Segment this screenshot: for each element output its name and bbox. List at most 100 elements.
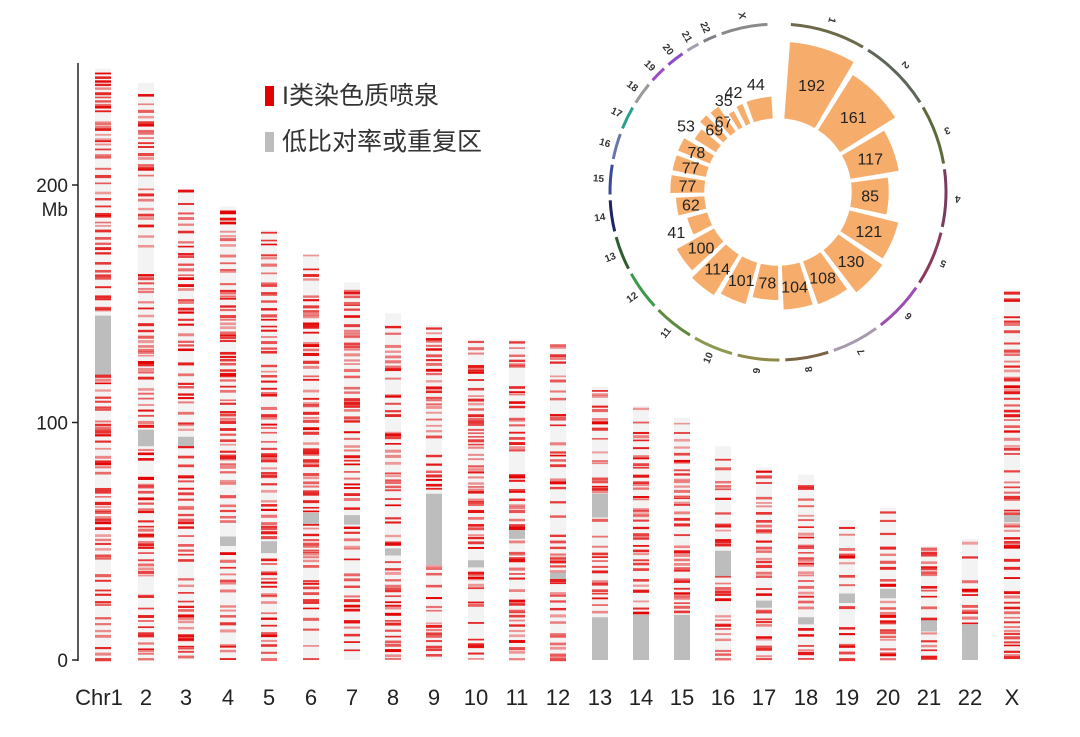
chromatin-fountain-band (138, 424, 154, 428)
chromatin-fountain-band (550, 515, 566, 518)
chromatin-fountain-band (468, 578, 484, 581)
chromatin-fountain-band (261, 394, 277, 397)
chromatin-fountain-band (178, 600, 194, 603)
chromatin-fountain-band (261, 406, 277, 410)
chromatin-fountain-band (633, 467, 649, 469)
chromatin-fountain-band (178, 507, 194, 510)
chromatin-fountain-band (261, 414, 277, 418)
circos-bar-7 (801, 250, 850, 307)
chromatin-fountain-band (1004, 511, 1020, 514)
chromatin-fountain-band (178, 373, 194, 377)
chromatin-fountain-band (178, 217, 194, 220)
chromatin-fountain-band (592, 488, 608, 491)
chromatin-fountain-band (592, 418, 608, 421)
x-tick-label: 15 (670, 685, 694, 710)
chromatin-fountain-band (674, 431, 690, 435)
chromatin-fountain-band (1004, 360, 1020, 363)
chromatin-fountain-band (921, 644, 937, 648)
chromatin-fountain-band (962, 604, 978, 608)
chromatin-fountain-band (261, 291, 277, 295)
chromatin-fountain-band (220, 582, 236, 585)
chromatin-fountain-band (95, 262, 111, 265)
chromatin-fountain-band (468, 408, 484, 411)
circos-bar-4 (848, 175, 891, 217)
chromatin-fountain-band (921, 595, 937, 598)
chromosome-1 (95, 68, 111, 662)
chromatin-fountain-band (95, 505, 111, 508)
chromatin-fountain-band (385, 517, 401, 520)
chromatin-fountain-band (178, 592, 194, 594)
chromatin-fountain-band (1004, 425, 1020, 428)
chromatin-fountain-band (756, 645, 772, 648)
chromatin-fountain-band (95, 490, 111, 494)
chromatin-fountain-band (261, 335, 277, 339)
chromatin-fountain-band (261, 531, 277, 535)
chromatin-fountain-band (674, 438, 690, 442)
legend-label-low-mappability: 低比对率或重复区 (282, 128, 482, 156)
chromosome-20 (880, 508, 896, 661)
chromatin-fountain-band (138, 123, 154, 127)
chromatin-fountain-band (592, 570, 608, 574)
chromatin-fountain-band (344, 332, 360, 335)
chromatin-fountain-band (385, 541, 401, 544)
chromatin-fountain-band (798, 606, 814, 610)
chromatin-fountain-band (1004, 320, 1020, 323)
x-tick-label: 19 (835, 685, 859, 710)
chromatin-fountain-band (385, 601, 401, 604)
chromatin-fountain-band (798, 519, 814, 522)
chromatin-fountain-band (344, 416, 360, 420)
chromatin-fountain-band (261, 341, 277, 345)
circos-value-label: 53 (677, 118, 695, 135)
chromosome-13 (592, 386, 608, 660)
chromatin-fountain-band (1004, 616, 1020, 619)
circos-chromosome-label: 11 (659, 325, 674, 340)
chromatin-fountain-band (756, 655, 772, 658)
chromatin-fountain-band (962, 541, 978, 545)
circos-ring-segment-8 (785, 350, 829, 362)
chromatin-fountain-band (303, 325, 319, 329)
chromatin-fountain-band (344, 558, 360, 561)
chromatin-fountain-band (220, 334, 236, 337)
chromatin-fountain-band (798, 526, 814, 528)
chromosome-10 (468, 339, 484, 660)
chromatin-fountain-band (138, 94, 154, 97)
chromatin-fountain-band (385, 561, 401, 564)
chromatin-fountain-band (509, 504, 525, 507)
chromatin-fountain-band (592, 535, 608, 538)
chromatin-fountain-band (385, 635, 401, 638)
chromatin-fountain-band (261, 536, 277, 540)
chromatin-fountain-band (261, 417, 277, 420)
chromatin-fountain-band (756, 658, 772, 661)
chromatin-fountain-band (178, 299, 194, 301)
circos-value-label: 161 (840, 110, 867, 127)
chromatin-fountain-band (798, 558, 814, 562)
chromatin-fountain-band (220, 283, 236, 286)
chromatin-fountain-band (509, 488, 525, 492)
chromatin-fountain-band (138, 632, 154, 636)
chromatin-fountain-band (385, 612, 401, 616)
chromatin-fountain-band (303, 559, 319, 563)
chromatin-fountain-band (95, 466, 111, 469)
circos-chromosome-label: 19 (641, 58, 657, 74)
chromatin-fountain-band (1004, 391, 1020, 395)
chromatin-fountain-band (798, 574, 814, 577)
chromatin-fountain-band (468, 527, 484, 531)
circos-chromosome-label: 1 (825, 16, 837, 25)
chromatin-fountain-band (715, 587, 731, 590)
chromatin-fountain-band (798, 591, 814, 595)
chromatin-fountain-band (468, 443, 484, 446)
chromatin-fountain-band (880, 579, 896, 582)
chromatin-fountain-band (385, 443, 401, 445)
chromatin-fountain-band (633, 514, 649, 518)
chromatin-fountain-band (1004, 626, 1020, 629)
chromatin-fountain-band (385, 433, 401, 437)
chromatin-fountain-band (95, 167, 111, 170)
chromatin-fountain-band (550, 578, 566, 583)
chromatin-fountain-band (138, 287, 154, 290)
chromosome-17 (756, 467, 772, 661)
chromatin-fountain-band (138, 563, 154, 567)
chromatin-fountain-band (138, 458, 154, 461)
chromatin-fountain-band (468, 491, 484, 494)
chromatin-fountain-band (303, 295, 319, 298)
chromatin-fountain-band (1004, 540, 1020, 544)
